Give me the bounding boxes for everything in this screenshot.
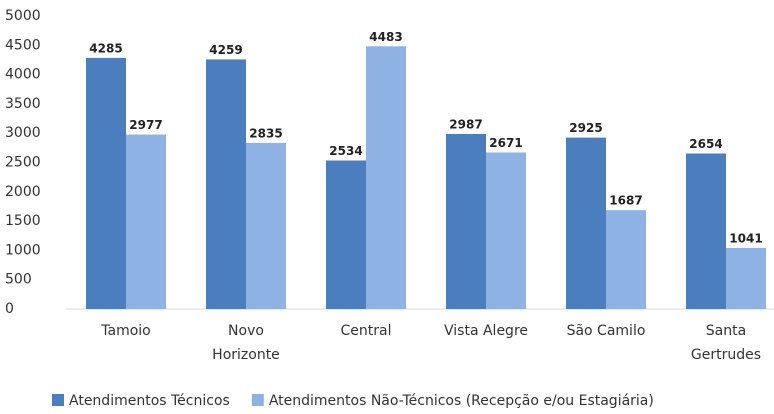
bar	[566, 137, 606, 309]
legend-swatch	[251, 394, 264, 406]
y-tick-label: 4500	[5, 37, 41, 53]
y-tick-label: 4000	[5, 67, 41, 83]
bar	[726, 247, 766, 309]
y-tick-label: 2000	[5, 184, 41, 200]
x-tick-label: São Camilo	[567, 323, 646, 339]
y-tick-label: 3500	[5, 96, 41, 112]
x-tick-label: Tamoio	[100, 323, 150, 339]
value-label: 1687	[609, 194, 642, 208]
y-tick-label: 2500	[5, 155, 41, 171]
y-tick-label: 1000	[5, 242, 41, 258]
bar	[326, 160, 366, 309]
y-tick-label: 0	[5, 301, 14, 317]
legend-swatch	[52, 394, 64, 406]
y-tick-label: 1500	[5, 213, 41, 229]
x-tick-label: Central	[341, 323, 392, 339]
bar	[686, 153, 726, 309]
bar	[206, 59, 246, 309]
value-label: 2671	[489, 136, 522, 150]
bar	[446, 133, 486, 309]
value-label: 2534	[329, 144, 362, 158]
value-label: 2977	[129, 118, 162, 132]
legend-label: Atendimentos Não-Técnicos (Recepção e/ou…	[269, 393, 654, 409]
bar	[606, 210, 646, 309]
x-tick-label: Santa Gertrudes	[691, 323, 761, 363]
y-tick-label: 3000	[5, 125, 41, 141]
x-tick-label: Vista Alegre	[444, 323, 528, 339]
value-label: 2925	[569, 121, 602, 135]
bar	[366, 46, 406, 309]
value-label: 2987	[449, 117, 482, 131]
bar	[486, 152, 526, 309]
y-tick-label: 500	[5, 272, 32, 288]
bar	[86, 57, 126, 309]
legend-label: Atendimentos Técnicos	[69, 393, 230, 409]
value-label: 4259	[209, 43, 242, 57]
x-tick-label: Novo Horizonte	[212, 323, 280, 363]
value-label: 2835	[249, 126, 282, 140]
bar	[126, 134, 166, 309]
bar	[246, 142, 286, 309]
value-label: 4285	[89, 41, 122, 55]
value-label: 1041	[729, 231, 762, 245]
y-tick-label: 5000	[5, 8, 41, 24]
value-label: 4483	[369, 30, 402, 44]
value-label: 2654	[689, 137, 722, 151]
